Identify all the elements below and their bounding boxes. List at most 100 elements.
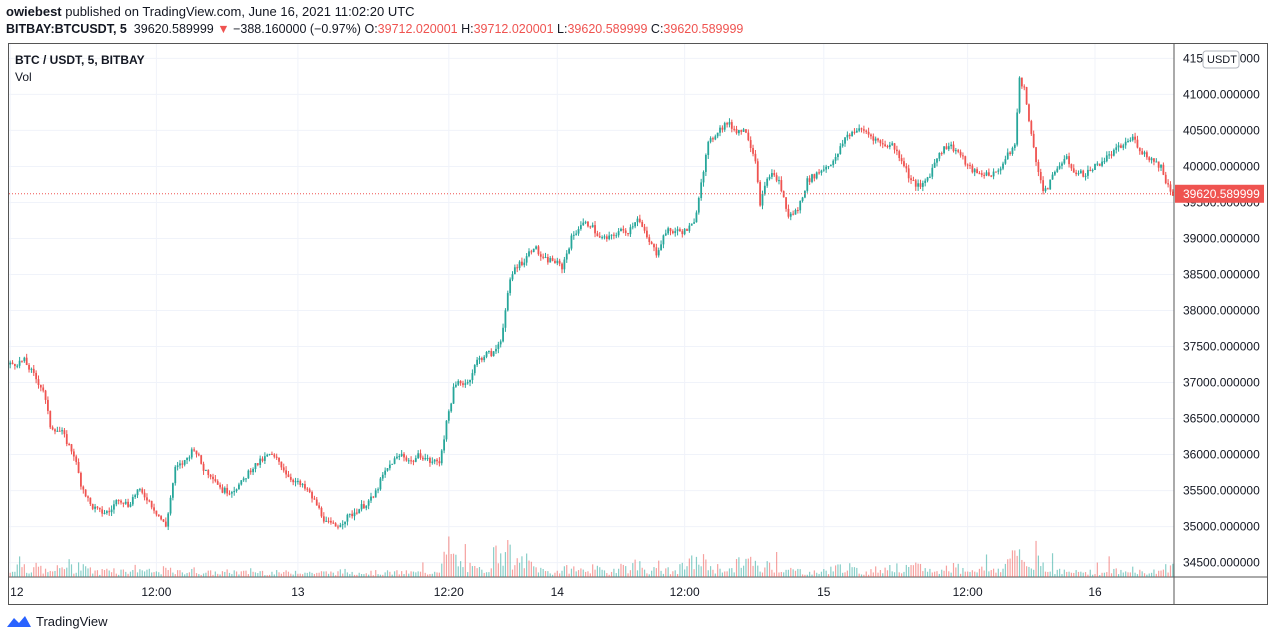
candle-body [370,496,372,501]
volume-bar [915,562,917,577]
candle-body [1101,161,1103,166]
volume-bar [931,572,933,577]
candle-body [363,504,365,509]
volume-bar [773,572,775,577]
candle-body [228,493,231,495]
footer-brand[interactable]: TradingView [6,613,108,629]
volume-bar [622,564,624,577]
open-value: 39712.020001 [377,22,458,36]
author-name[interactable]: owiebest [6,4,62,19]
candle-body [879,140,882,144]
candle-body [1094,164,1096,170]
candle-body [1110,154,1113,156]
volume-bar [1108,556,1110,577]
candle-body [884,144,887,146]
volume-bar [224,571,226,577]
candle-body [518,261,521,268]
volume-bar [1139,569,1141,577]
volume-bar [330,571,332,577]
volume-bar [1007,559,1009,577]
volume-bar [780,571,782,577]
candle-body [1157,161,1160,168]
volume-bar [63,569,66,577]
volume-bar [125,571,127,577]
volume-bar [518,562,521,577]
candle-body [568,248,570,254]
volume-bar [561,570,563,577]
candle-body [405,457,408,461]
volume-bar [618,568,620,577]
y-tick-label: 40500.000000 [1183,123,1260,137]
volume-bar [1172,563,1174,577]
volume-bar [573,566,575,577]
volume-bar [719,568,721,577]
candle-body [1127,140,1129,142]
volume-bar [627,573,629,577]
candle-body [424,458,427,460]
candle-body [499,341,502,345]
candle-body [933,162,936,168]
candle-body [681,231,684,235]
volume-bar [686,566,688,577]
volume-bar [594,569,596,577]
candle-body [966,164,969,166]
candle-body [13,364,16,366]
candle-body [44,390,47,400]
volume-bar [1011,550,1014,577]
candle-body [572,234,575,236]
candle-body [252,469,254,473]
volume-bar [891,571,893,577]
candle-body [860,128,863,130]
volume-bar [1068,571,1070,577]
candle-body [643,226,646,231]
publish-line: owiebest published on TradingView.com, J… [6,4,415,19]
candle-body [1103,161,1106,163]
volume-bar [632,563,634,577]
volume-bar [1165,564,1167,577]
volume-bar [865,571,867,577]
candle-body [358,509,361,514]
volume-bar [799,569,801,577]
candle-body [176,465,179,467]
volume-bar [438,572,440,577]
candle-body [926,177,929,181]
candle-body [556,260,559,264]
candle-body [445,420,448,440]
volume-bar [691,555,693,577]
candle-body [1032,133,1035,148]
candle-body [105,511,108,513]
volume-bar [313,573,315,577]
pair-legend[interactable]: BTC / USDT, 5, BITBAY [15,53,145,67]
candle-body [617,231,620,236]
candle-body [259,458,262,465]
candle-body [235,489,238,491]
volume-bar [648,574,650,577]
volume-bar [309,571,311,577]
candle-body [266,454,269,457]
volume-legend[interactable]: Vol [15,70,32,84]
volume-bar [1160,570,1162,577]
volume-bar [228,572,231,577]
candle-body [89,497,92,505]
candle-body [39,384,42,388]
x-tick-label: 12:00 [670,585,700,599]
volume-bar [528,560,530,577]
volume-bar [219,574,221,577]
volume-bar [153,572,155,577]
volume-bar [1143,573,1146,577]
chart-frame[interactable] [8,43,1268,605]
volume-bar [278,572,280,577]
volume-bar [96,570,99,577]
candle-body [1122,145,1125,148]
candle-body [473,365,476,374]
candle-body [1016,112,1019,145]
volume-bar [636,570,639,577]
candle-body [973,169,976,173]
volume-bar [311,572,313,577]
candle-body [49,410,52,428]
volume-bar [323,571,325,577]
candle-body [271,453,273,455]
volume-bar [563,566,565,577]
volume-bar [368,574,370,577]
